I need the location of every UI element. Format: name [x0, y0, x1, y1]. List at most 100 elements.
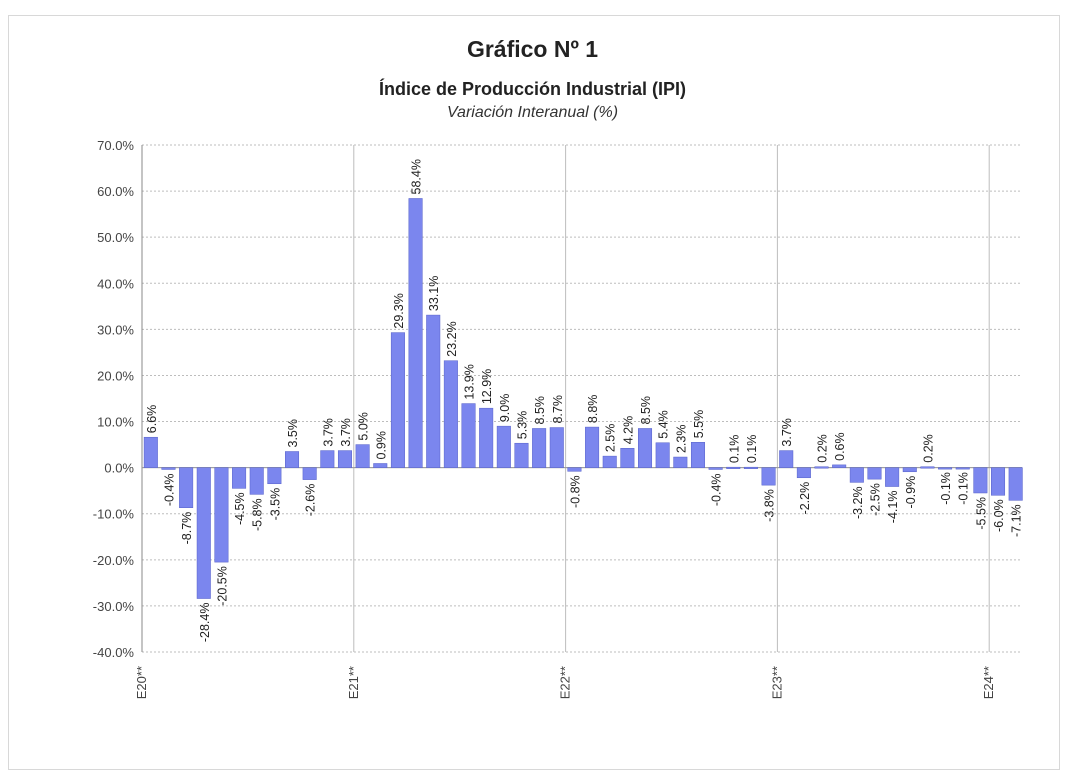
data-label: -0.9%: [904, 476, 918, 509]
y-tick-label: 20.0%: [97, 368, 134, 383]
data-label: 13.9%: [463, 364, 477, 399]
y-tick-label: -40.0%: [93, 645, 135, 660]
bar: [408, 198, 423, 468]
data-label: 3.7%: [321, 418, 335, 447]
chart-title: Gráfico Nº 1: [466, 36, 599, 62]
bar: [461, 403, 476, 468]
bar: [938, 467, 953, 470]
data-label: 8.8%: [586, 395, 600, 424]
bar: [690, 442, 705, 468]
x-tick-label: E21**: [346, 666, 361, 699]
bar: [902, 467, 917, 473]
bar: [179, 467, 194, 508]
data-label: 5.0%: [357, 412, 371, 441]
data-label: -2.6%: [304, 484, 318, 517]
bar: [355, 444, 370, 468]
data-label: -28.4%: [198, 603, 212, 643]
bar: [302, 467, 317, 480]
bar: [620, 448, 635, 468]
data-label: -3.5%: [268, 488, 282, 521]
bar: [602, 455, 617, 468]
bar: [496, 425, 511, 468]
data-label: 5.4%: [657, 410, 671, 439]
y-tick-label: -30.0%: [93, 599, 135, 614]
y-tick-label: 70.0%: [97, 138, 134, 153]
bar: [196, 467, 211, 599]
bar: [655, 442, 670, 468]
data-label: 5.3%: [515, 411, 529, 440]
bar: [532, 428, 547, 468]
data-label: -20.5%: [215, 566, 229, 606]
bar: [143, 436, 158, 468]
data-label: 0.2%: [921, 434, 935, 463]
bar: [479, 407, 494, 468]
data-label: -2.5%: [868, 483, 882, 516]
bar: [249, 467, 264, 495]
bar: [161, 467, 176, 470]
x-tick-label: E20**: [134, 666, 149, 699]
data-label: 3.7%: [339, 418, 353, 447]
data-label: -3.2%: [851, 486, 865, 519]
data-label: 4.2%: [621, 416, 635, 445]
data-label: -5.8%: [251, 498, 265, 531]
data-label: 33.1%: [427, 276, 441, 311]
data-label: 0.9%: [374, 431, 388, 460]
bar: [514, 442, 529, 468]
bar: [726, 466, 741, 469]
data-label: -7.1%: [1010, 504, 1024, 537]
y-tick-label: 40.0%: [97, 276, 134, 291]
data-label: -3.8%: [763, 489, 777, 522]
y-tick-label: -10.0%: [93, 507, 135, 522]
bar: [232, 467, 247, 489]
bar: [638, 428, 653, 468]
bar: [443, 360, 458, 468]
data-label: -8.7%: [180, 512, 194, 545]
bar: [373, 463, 388, 468]
bar: [991, 467, 1006, 496]
bar: [743, 466, 758, 469]
bar: [1008, 467, 1023, 501]
bar: [867, 467, 882, 480]
bar: [285, 451, 300, 468]
data-label: -0.8%: [568, 475, 582, 508]
bar: [885, 467, 900, 487]
data-label: -0.1%: [957, 472, 971, 505]
y-tick-label: 10.0%: [97, 415, 134, 430]
x-tick-label: E24**: [981, 666, 996, 699]
data-label: -4.5%: [233, 492, 247, 525]
data-label: 3.5%: [286, 419, 300, 448]
y-tick-label: 60.0%: [97, 184, 134, 199]
x-tick-label: E22**: [558, 666, 573, 699]
chart-subsubtitle: Variación Interanual (%): [446, 104, 619, 121]
data-label: 0.1%: [745, 435, 759, 464]
data-label: 2.5%: [604, 424, 618, 453]
data-label: 8.5%: [639, 396, 653, 425]
x-tick-label: E23**: [769, 666, 784, 699]
data-label: -0.4%: [710, 473, 724, 506]
bar: [585, 426, 600, 468]
data-label: 0.6%: [833, 432, 847, 461]
data-label: -2.2%: [798, 482, 812, 515]
bar: [214, 467, 229, 563]
bar: [337, 450, 352, 468]
y-tick-label: 30.0%: [97, 322, 134, 337]
data-label: 9.0%: [498, 394, 512, 423]
bar: [796, 467, 811, 479]
bar: [567, 467, 582, 472]
data-label: -0.1%: [939, 472, 953, 505]
bar: [708, 467, 723, 470]
data-label: 0.1%: [727, 435, 741, 464]
data-label: 3.7%: [780, 418, 794, 447]
y-tick-label: -20.0%: [93, 553, 135, 568]
data-label: 0.2%: [816, 434, 830, 463]
bar: [673, 456, 688, 468]
chart-subtitle: Índice de Producción Industrial (IPI): [378, 79, 687, 99]
bar: [320, 450, 335, 468]
bar: [920, 466, 935, 469]
data-label: 6.6%: [145, 405, 159, 434]
chart-frame: [8, 15, 1060, 770]
bar: [814, 466, 829, 469]
y-tick-label: 50.0%: [97, 230, 134, 245]
bar: [973, 467, 988, 494]
